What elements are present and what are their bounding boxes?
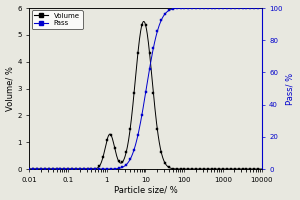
Line: Volume: Volume: [28, 24, 260, 170]
Line: Pass: Pass: [28, 7, 260, 170]
Volume: [86, 168, 89, 170]
Pass: [233, 7, 237, 9]
Y-axis label: Volume/ %: Volume/ %: [6, 66, 15, 111]
Volume: [256, 168, 260, 170]
Pass: [256, 7, 260, 9]
Volume: [28, 168, 31, 170]
Volume: [66, 168, 70, 170]
Pass: [171, 8, 175, 10]
Y-axis label: Pass/ %: Pass/ %: [285, 72, 294, 105]
Pass: [28, 168, 31, 170]
Volume: [140, 24, 144, 26]
Volume: [175, 168, 178, 170]
Pass: [94, 168, 97, 170]
Pass: [86, 168, 89, 170]
Volume: [94, 168, 97, 170]
Legend: Volume, Pass: Volume, Pass: [32, 10, 83, 29]
Pass: [105, 168, 109, 170]
Volume: [101, 156, 105, 158]
Pass: [66, 168, 70, 170]
Pass: [101, 168, 105, 170]
Volume: [105, 139, 109, 142]
X-axis label: Particle size/ %: Particle size/ %: [114, 185, 177, 194]
